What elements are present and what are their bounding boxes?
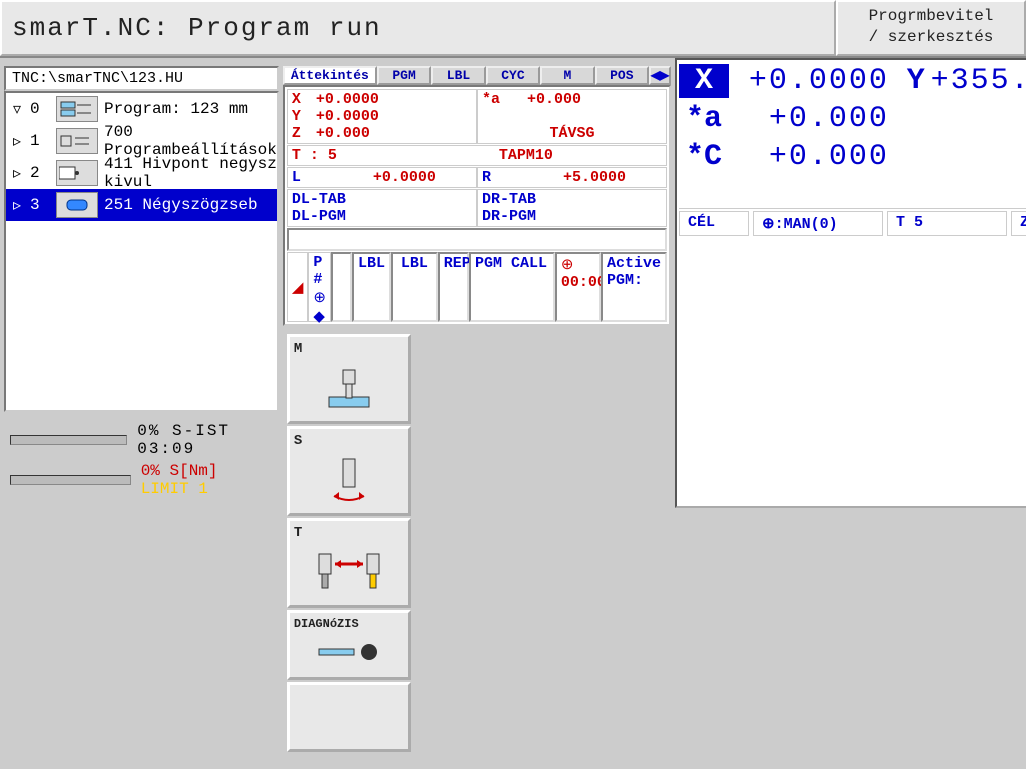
ov-l-val: +0.0000	[373, 169, 436, 186]
dro-axis-*C: *C	[679, 140, 729, 174]
side-btn-s[interactable]: S	[287, 426, 411, 516]
mode-line2: / szerkesztés	[844, 27, 1018, 48]
dro-status-cel: CÉL	[679, 211, 749, 236]
tree-arrow: ▹	[10, 163, 24, 183]
tree-arrow: ▹	[10, 195, 24, 215]
status-limit: LIMIT 1	[141, 480, 208, 498]
ov-val-y: +0.0000	[316, 108, 379, 125]
tree-arrow: ▿	[10, 99, 24, 119]
side-btn-t-label: T	[294, 525, 302, 541]
tree-text: 411 Hivpont negysz kivul	[104, 155, 277, 191]
side-btn-m[interactable]: M	[287, 334, 411, 424]
ov-p-hash: P #	[313, 254, 326, 288]
tab-pos[interactable]: POS	[595, 66, 649, 85]
ov-t-name: TAPM10	[499, 147, 553, 164]
dro-status-z: Z	[1011, 211, 1026, 236]
tree-icon-prog	[56, 96, 98, 122]
target-icon: ⊕	[762, 216, 775, 233]
side-btn-empty-1[interactable]	[287, 682, 411, 752]
dro-status-man: :MAN(0)	[775, 216, 838, 233]
ov-dl-tab: DL-TAB	[292, 191, 472, 208]
machine-icon	[294, 357, 404, 417]
ov-t-label: T :	[292, 147, 319, 164]
tab-pgm[interactable]: PGM	[377, 66, 431, 85]
ov-r-label: R	[482, 169, 491, 186]
tool-icon-1: ⊕	[313, 288, 326, 307]
override-slider-1[interactable]	[10, 435, 127, 445]
dro-status-t: T 5	[887, 211, 1007, 236]
ov-dl-pgm: DL-PGM	[292, 208, 472, 225]
clock-icon: ⊕	[561, 257, 574, 274]
tab-cyc[interactable]: CYC	[486, 66, 540, 85]
tool-icon	[294, 541, 404, 601]
ov-t-num: 5	[328, 147, 337, 164]
program-tree[interactable]: ▿ 0 Program: 123 mm ▹ 1 700 Programbeállításo…	[4, 91, 279, 412]
side-btn-diag[interactable]: DIAGNóZIS	[287, 610, 411, 680]
status-s-ist: 0% S-IST 03:09	[137, 422, 273, 458]
side-btn-diag-label: DIAGNóZIS	[294, 617, 359, 631]
spindle-icon	[294, 449, 404, 509]
tab-áttekintés[interactable]: Áttekintés	[283, 66, 377, 85]
tree-row-2[interactable]: ▹ 2 411 Hivpont negysz kivul	[6, 157, 277, 189]
ov-val-z: +0.000	[316, 125, 370, 142]
tree-icon-ref	[56, 160, 98, 186]
ov-rep: REP	[444, 255, 471, 272]
side-btn-m-label: M	[294, 341, 302, 357]
tab-m[interactable]: M	[540, 66, 594, 85]
ov-star-a-val: +0.000	[527, 91, 581, 108]
page-title: smarT.NC: Program run	[0, 0, 836, 56]
ov-l-label: L	[292, 169, 301, 186]
side-btn-s-label: S	[294, 433, 302, 449]
tree-num: 2	[30, 164, 50, 182]
ov-axis-y: Y	[292, 108, 316, 125]
ov-pgm-call: PGM CALL	[475, 255, 547, 272]
dro-axis-*a: *a	[679, 102, 729, 136]
ov-tavsg: TÁVSG	[549, 125, 594, 142]
overview-tabs: ÁttekintésPGMLBLCYCMPOS◀▶	[283, 66, 671, 85]
tree-arrow: ▹	[10, 131, 24, 151]
override-slider-2[interactable]	[10, 475, 131, 485]
tree-num: 1	[30, 132, 50, 150]
diagnosis-icon	[294, 631, 404, 673]
tab-lbl[interactable]: LBL	[431, 66, 485, 85]
tree-row-0[interactable]: ▿ 0 Program: 123 mm	[6, 93, 277, 125]
dro-panel: X+0.0000Y+355.3490Z-306.829*a+0.000*B+0.…	[675, 58, 1026, 508]
mode-panel: Progrmbevitel / szerkesztés	[836, 0, 1026, 56]
ov-lbl2: LBL	[401, 255, 428, 272]
tree-row-1[interactable]: ▹ 1 700 Programbeállítások	[6, 125, 277, 157]
status-snm: 0% S[Nm]	[141, 462, 218, 480]
tree-icon-set	[56, 128, 98, 154]
tree-text: 251 Négyszögzseb	[104, 196, 277, 214]
ov-axis-z: Z	[292, 125, 316, 142]
tree-text: Program: 123 mm	[104, 100, 277, 118]
overview-panel: X+0.0000 Y+0.0000 Z+0.000 *a +0.000 TÁVS…	[283, 85, 671, 326]
dro-axis-Y: Y	[901, 64, 931, 98]
ov-lbl1: LBL	[358, 255, 385, 272]
mode-line1: Progrmbevitel	[844, 6, 1018, 27]
tree-text: 700 Programbeállítások	[104, 123, 277, 159]
dro-val-*a: +0.000	[729, 102, 901, 136]
ov-r-val: +5.0000	[563, 169, 626, 186]
side-btn-t[interactable]: T	[287, 518, 411, 608]
dro-axis-X: X	[679, 64, 729, 98]
ov-active-pgm: Active PGM:	[607, 255, 661, 289]
dro-val-*C: +0.000	[729, 140, 901, 174]
tab-nav-arrows[interactable]: ◀▶	[649, 66, 671, 85]
tree-num: 0	[30, 100, 50, 118]
ov-star-a: *a	[482, 91, 500, 108]
dro-val-Y: +355.3490	[931, 64, 1026, 98]
ov-dr-pgm: DR-PGM	[482, 208, 662, 225]
tree-row-3[interactable]: ▹ 3 251 Négyszögzseb	[6, 189, 277, 221]
tree-num: 3	[30, 196, 50, 214]
dro-val-X: +0.0000	[729, 64, 901, 98]
ov-val-x: +0.0000	[316, 91, 379, 108]
tool-icon-2: ◆	[313, 307, 326, 326]
program-path: TNC:\smarTNC\123.HU	[4, 66, 279, 91]
tree-icon-pkt	[56, 192, 98, 218]
probe-icon: ◢	[292, 278, 304, 297]
ov-axis-x: X	[292, 91, 316, 108]
ov-dr-tab: DR-TAB	[482, 191, 662, 208]
status-area: 0% S-IST 03:09 0% S[Nm] LIMIT 1	[0, 416, 283, 508]
